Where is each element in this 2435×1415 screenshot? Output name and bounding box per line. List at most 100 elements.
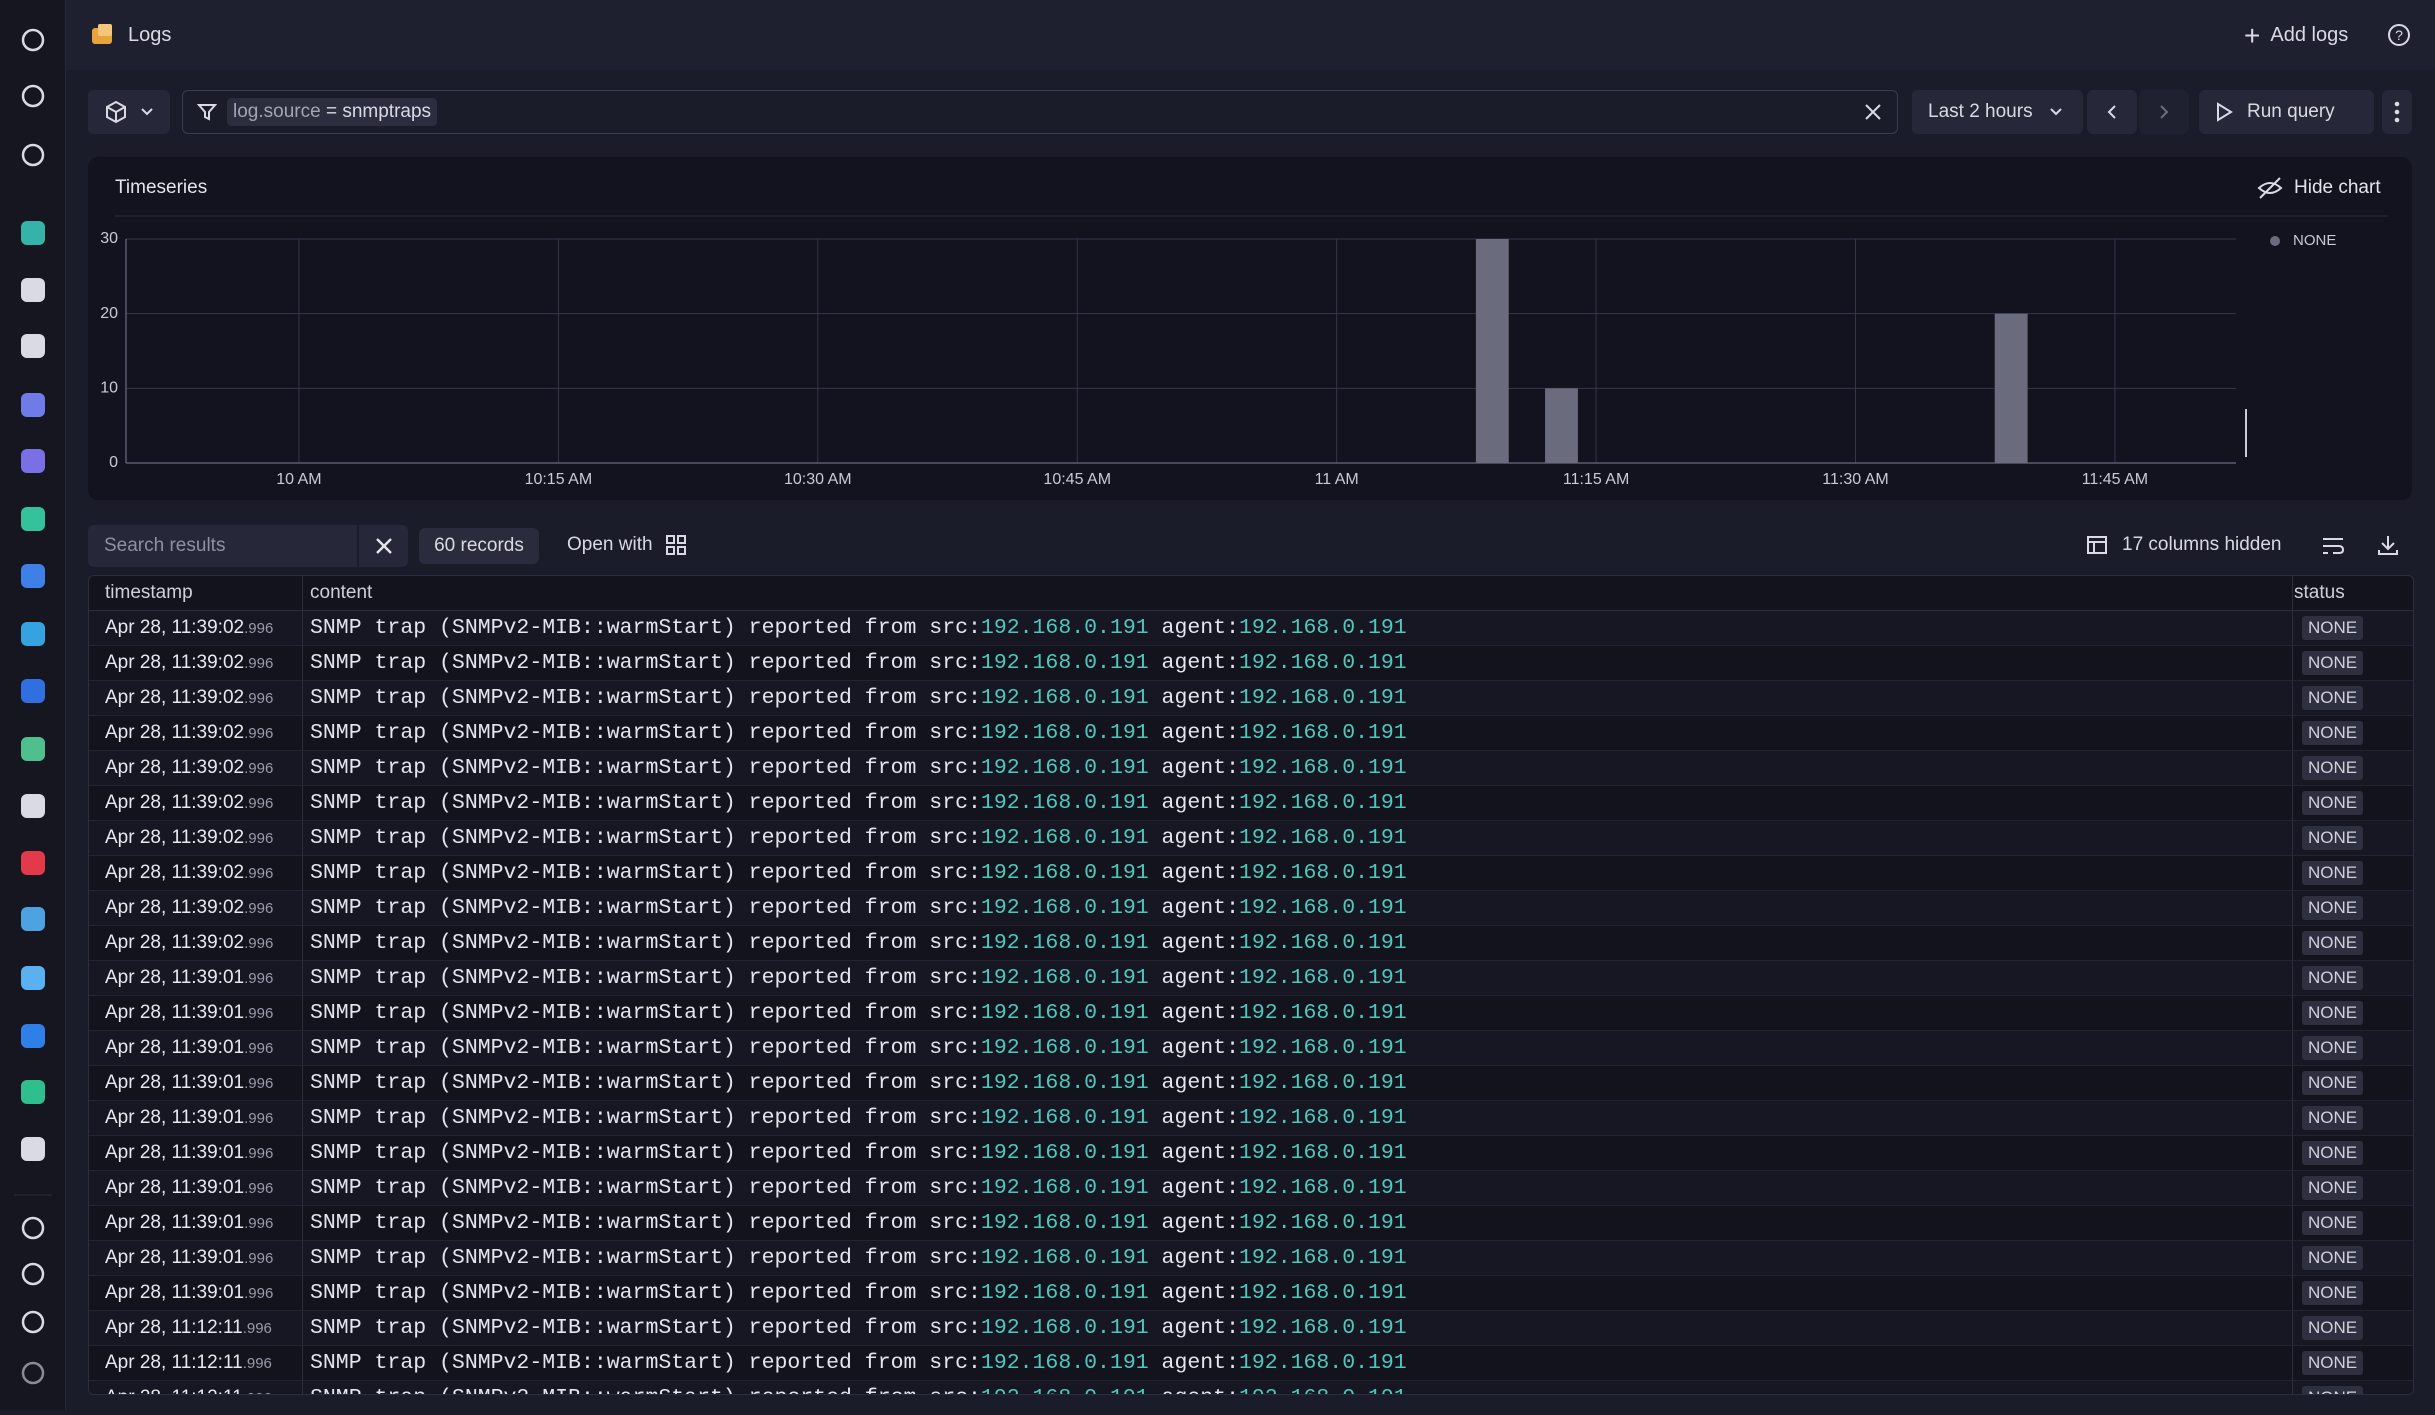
app-icon (92, 24, 112, 44)
nav-icon[interactable] (21, 737, 45, 761)
data-source-picker[interactable] (88, 90, 170, 134)
table-row[interactable]: Apr 28, 11:39:02.996 SNMP trap (SNMPv2-MI… (89, 821, 2413, 856)
table-row[interactable]: Apr 28, 11:39:01.996 SNMP trap (SNMPv2-MI… (89, 1136, 2413, 1171)
column-header[interactable]: status (2294, 582, 2345, 603)
download-icon[interactable] (2376, 533, 2400, 557)
grid-icon (665, 535, 686, 555)
milliseconds: .996 (244, 899, 274, 917)
content-text: agent: (1148, 896, 1239, 920)
add-logs-button[interactable]: + Add logs (2244, 19, 2349, 51)
table-row[interactable]: Apr 28, 11:39:01.996 SNMP trap (SNMPv2-MI… (89, 1171, 2413, 1206)
nav-icon[interactable] (21, 449, 45, 473)
columns-hidden-button[interactable]: 17 columns hidden (2086, 534, 2282, 556)
milliseconds: .996 (244, 969, 274, 987)
page-title: Logs (128, 24, 172, 46)
filter-chip[interactable]: log.source = snmptraps (227, 98, 438, 126)
table-row[interactable]: Apr 28, 11:39:01.996 SNMP trap (SNMPv2-MI… (89, 1206, 2413, 1241)
filter-key: log.source (233, 101, 321, 122)
nav-icon[interactable] (21, 221, 45, 245)
table-row[interactable]: Apr 28, 11:39:01.996 SNMP trap (SNMPv2-MI… (89, 1031, 2413, 1066)
search-results-field[interactable]: Search results (88, 525, 357, 567)
nav-icon[interactable] (21, 1310, 45, 1334)
nav-icon[interactable] (21, 1216, 45, 1240)
table-row[interactable]: Apr 28, 11:39:02.996 SNMP trap (SNMPv2-MI… (89, 786, 2413, 821)
timestamp: Apr 28, 11:39:01 (105, 1177, 245, 1198)
table-row[interactable]: Apr 28, 11:39:01.996 SNMP trap (SNMPv2-MI… (89, 1066, 2413, 1101)
table-row[interactable]: Apr 28, 11:39:02.996 SNMP trap (SNMPv2-MI… (89, 891, 2413, 926)
column-header[interactable]: timestamp (105, 582, 193, 603)
nav-icon[interactable] (21, 1137, 45, 1161)
ip-address: 192.168.0.191 (980, 1176, 1149, 1200)
hide-chart-button[interactable]: Hide chart (2257, 177, 2381, 199)
column-separator (2292, 856, 2293, 890)
column-separator (302, 1311, 303, 1345)
ip-address: 192.168.0.191 (1238, 826, 1407, 850)
previous-timeframe[interactable] (2087, 90, 2137, 134)
nav-icon[interactable] (21, 1080, 45, 1104)
nav-icon[interactable] (21, 1361, 45, 1385)
x-icon (375, 538, 392, 554)
timestamp-cell: Apr 28, 11:12:11.996 (105, 1381, 272, 1394)
ip-address: 192.168.0.191 (1238, 931, 1407, 955)
nav-icon[interactable] (21, 28, 45, 52)
icon-shape (21, 966, 45, 990)
nav-icon[interactable] (21, 278, 45, 302)
record-count: 60 records (419, 528, 539, 564)
clear-filter[interactable] (1863, 102, 1883, 122)
more-menu[interactable] (2382, 90, 2412, 134)
content-cell: SNMP trap (SNMPv2-MIB::warmStart) report… (310, 926, 1407, 960)
table-row[interactable]: Apr 28, 11:39:01.996 SNMP trap (SNMPv2-MI… (89, 1241, 2413, 1276)
nav-icon[interactable] (21, 907, 45, 931)
table-row[interactable]: Apr 28, 11:12:11.996 SNMP trap (SNMPv2-MI… (89, 1381, 2413, 1394)
table-row[interactable]: Apr 28, 11:39:02.996 SNMP trap (SNMPv2-MI… (89, 716, 2413, 751)
next-timeframe[interactable] (2139, 90, 2189, 134)
nav-icon[interactable] (21, 1024, 45, 1048)
column-separator (302, 1066, 303, 1100)
table-row[interactable]: Apr 28, 11:39:02.996 SNMP trap (SNMPv2-MI… (89, 926, 2413, 961)
table-row[interactable]: Apr 28, 11:12:11.996 SNMP trap (SNMPv2-MI… (89, 1346, 2413, 1381)
y-tick-label: 0 (109, 454, 118, 471)
clear-search[interactable] (359, 525, 408, 567)
nav-icon[interactable] (21, 334, 45, 358)
table-row[interactable]: Apr 28, 11:39:01.996 SNMP trap (SNMPv2-MI… (89, 961, 2413, 996)
nav-icon[interactable] (21, 794, 45, 818)
milliseconds: .996 (244, 934, 274, 952)
table-row[interactable]: Apr 28, 11:39:01.996 SNMP trap (SNMPv2-MI… (89, 996, 2413, 1031)
table-row[interactable]: Apr 28, 11:39:02.996 SNMP trap (SNMPv2-MI… (89, 611, 2413, 646)
nav-icon[interactable] (21, 1262, 45, 1286)
timeframe-selector[interactable]: Last 2 hours (1912, 90, 2083, 134)
nav-icon[interactable] (21, 679, 45, 703)
x-tick-label: 11:45 AM (2082, 471, 2148, 488)
nav-icon[interactable] (21, 84, 45, 108)
nav-icon[interactable] (21, 507, 45, 531)
ip-address: 192.168.0.191 (980, 616, 1149, 640)
timestamp: Apr 28, 11:39:02 (105, 722, 245, 743)
column-header[interactable]: content (310, 582, 373, 603)
table-row[interactable]: Apr 28, 11:39:01.996 SNMP trap (SNMPv2-MI… (89, 1276, 2413, 1311)
nav-icon[interactable] (21, 622, 45, 646)
content-cell: SNMP trap (SNMPv2-MIB::warmStart) report… (310, 1101, 1407, 1135)
nav-icon[interactable] (21, 143, 45, 167)
help-icon[interactable]: ? (2386, 22, 2412, 48)
x-tick-label: 11:30 AM (1822, 471, 1888, 488)
table-row[interactable]: Apr 28, 11:12:11.996 SNMP trap (SNMPv2-MI… (89, 1311, 2413, 1346)
content-cell: SNMP trap (SNMPv2-MIB::warmStart) report… (310, 1171, 1407, 1205)
nav-icon[interactable] (21, 393, 45, 417)
table-row[interactable]: Apr 28, 11:39:01.996 SNMP trap (SNMPv2-MI… (89, 1101, 2413, 1136)
nav-icon[interactable] (21, 966, 45, 990)
filter-field[interactable]: log.source = snmptraps (182, 90, 1898, 134)
wrap-icon[interactable] (2321, 535, 2345, 557)
table-row[interactable]: Apr 28, 11:39:02.996 SNMP trap (SNMPv2-MI… (89, 681, 2413, 716)
content-cell: SNMP trap (SNMPv2-MIB::warmStart) report… (310, 996, 1407, 1030)
nav-icon[interactable] (21, 564, 45, 588)
nav-icon[interactable] (21, 851, 45, 875)
ip-address: 192.168.0.191 (980, 861, 1149, 885)
column-separator (2292, 1241, 2293, 1275)
table-row[interactable]: Apr 28, 11:39:02.996 SNMP trap (SNMPv2-MI… (89, 751, 2413, 786)
column-separator (302, 1031, 303, 1065)
table-row[interactable]: Apr 28, 11:39:02.996 SNMP trap (SNMPv2-MI… (89, 646, 2413, 681)
run-query-button[interactable]: Run query (2199, 90, 2374, 134)
open-with-button[interactable]: Open with (567, 534, 687, 556)
table-row[interactable]: Apr 28, 11:39:02.996 SNMP trap (SNMPv2-MI… (89, 856, 2413, 891)
column-separator (302, 611, 303, 645)
